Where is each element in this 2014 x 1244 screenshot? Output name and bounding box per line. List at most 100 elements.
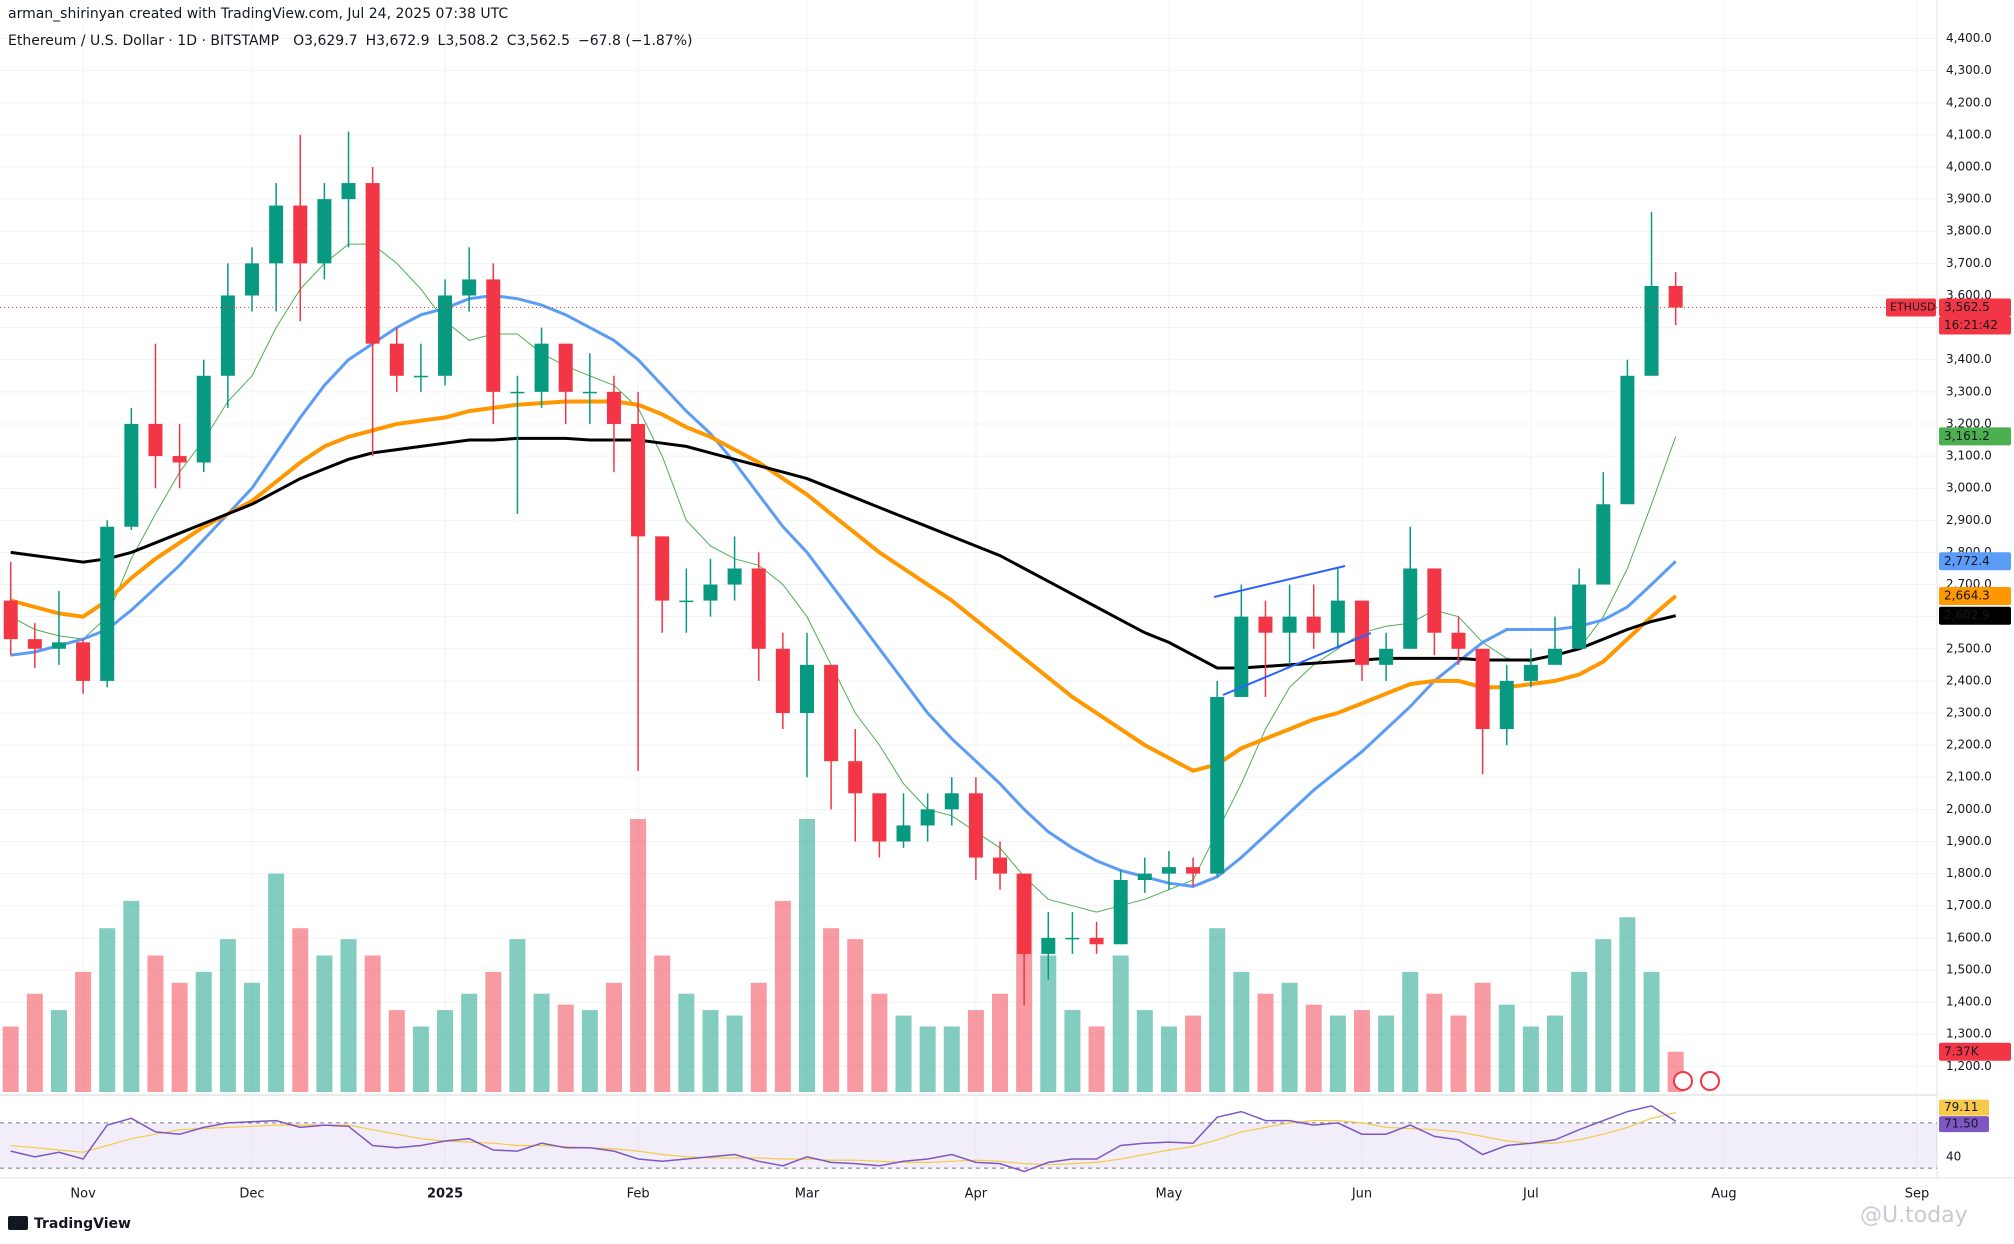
candle-body <box>1065 937 1080 940</box>
volume-tag: 7.37K <box>1944 1044 1980 1058</box>
y-tick-label: 1,200.0 <box>1946 1059 1992 1073</box>
y-tick-label: 3,400.0 <box>1946 352 1992 366</box>
volume-bar <box>75 971 92 1092</box>
trend-line <box>1213 565 1346 598</box>
candle-body <box>703 584 718 601</box>
candle-body <box>1644 285 1659 376</box>
x-tick-label: Jul <box>1522 1187 1539 1202</box>
volume-bar <box>1329 1015 1346 1092</box>
volume-bar <box>678 993 695 1092</box>
candle-body <box>245 263 259 296</box>
y-tick-label: 1,800.0 <box>1946 866 1992 880</box>
candle-body <box>269 205 284 264</box>
event-icon <box>1700 1071 1720 1091</box>
ohlc-change: −67.8 (−1.87%) <box>578 33 692 49</box>
chart-layer <box>0 0 1937 1176</box>
y-tick-label: 3,900.0 <box>1946 192 1992 206</box>
volume-bar <box>147 955 164 1092</box>
x-tick-label: Mar <box>795 1187 820 1202</box>
candle-body <box>172 456 187 463</box>
candle-body <box>968 793 983 858</box>
volume-bar <box>847 939 864 1092</box>
volume-bar <box>1088 1026 1105 1092</box>
x-tick-label: Nov <box>70 1187 96 1202</box>
y-tick-label: 3,000.0 <box>1946 481 1992 495</box>
author-line: arman_shirinyan created with TradingView… <box>8 6 508 22</box>
candle-body <box>534 343 549 392</box>
rsi-tag-box <box>1939 1099 1989 1116</box>
candle-body <box>751 568 766 649</box>
x-tick-label: Sep <box>1905 1187 1930 1202</box>
volume-bar <box>1160 1026 1177 1092</box>
volume-bar <box>437 1010 454 1092</box>
y-tick-label: 2,100.0 <box>1946 770 1992 784</box>
volume-bar <box>485 971 502 1092</box>
volume-bar <box>1112 955 1129 1092</box>
candle-body <box>1161 867 1176 874</box>
volume-bar <box>1353 1010 1370 1092</box>
volume-bar <box>823 928 840 1092</box>
y-tick-label: 1,400.0 <box>1946 995 1992 1009</box>
y-tick-label: 2,200.0 <box>1946 738 1992 752</box>
volume-bar <box>992 993 1009 1092</box>
volume-bar <box>1450 1015 1467 1092</box>
y-tick-label: 1,600.0 <box>1946 930 1992 944</box>
volume-bar <box>1209 928 1226 1092</box>
volume-bar <box>99 928 116 1092</box>
ma-tag-box <box>1939 606 2011 625</box>
candle-body <box>341 183 356 200</box>
volume-bar <box>1426 993 1443 1092</box>
candle-body <box>1306 616 1321 633</box>
y-tick-label: 1,700.0 <box>1946 898 1992 912</box>
x-tick-label: Aug <box>1711 1187 1736 1202</box>
candle-body <box>317 199 332 264</box>
candle-body <box>1258 616 1273 633</box>
y-tick-label: 2,500.0 <box>1946 641 1992 655</box>
candle-body <box>775 648 790 714</box>
volume-bar <box>2 1026 19 1092</box>
brand-logo <box>8 1216 28 1230</box>
volume-bar <box>364 955 381 1092</box>
volume-bar <box>1136 1010 1153 1092</box>
candle-body <box>148 423 163 457</box>
volume-bar <box>798 819 815 1092</box>
candle-body <box>76 642 91 681</box>
candle-body <box>1523 664 1538 681</box>
volume-bar <box>244 982 260 1092</box>
candle-body <box>1041 937 1056 954</box>
moving-average <box>10 436 1677 670</box>
candle-body <box>655 536 670 601</box>
candle-body <box>1451 632 1466 649</box>
countdown-tag: 16:21:42 <box>1944 318 1998 332</box>
candle-body <box>1186 867 1201 874</box>
candle-body <box>220 295 235 376</box>
moving-average <box>10 293 1677 888</box>
y-tick-label: 3,600.0 <box>1946 288 1992 302</box>
candle-body <box>462 279 477 296</box>
trend-line <box>1222 632 1372 696</box>
volume-bar <box>461 993 478 1092</box>
candle-body <box>824 664 839 762</box>
ma-tag: 2,664.3 <box>1944 589 1990 603</box>
ma-tag-box <box>1939 587 2011 606</box>
volume-bar <box>1185 1015 1202 1092</box>
rsi-line <box>10 1105 1677 1173</box>
y-tick-label: 4,000.0 <box>1946 160 1992 174</box>
x-tick-label: May <box>1155 1187 1182 1202</box>
candle-body <box>606 391 621 424</box>
candle-body <box>1282 616 1297 633</box>
candle-body <box>679 600 694 603</box>
countdown-tag-box <box>1939 316 2011 335</box>
candle-body <box>1668 285 1683 308</box>
candle-body <box>1572 584 1587 649</box>
volume-bar <box>50 1010 67 1092</box>
x-tick-label: Apr <box>965 1187 988 1202</box>
y-tick-label: 2,400.0 <box>1946 673 1992 687</box>
moving-average <box>10 399 1678 773</box>
ma-tag-box <box>1939 427 2011 446</box>
ohlc-key: L <box>438 33 446 49</box>
volume-bar <box>412 1026 429 1092</box>
candle-body <box>365 183 380 344</box>
rsi-tick-label: 40 <box>1946 1149 1961 1163</box>
